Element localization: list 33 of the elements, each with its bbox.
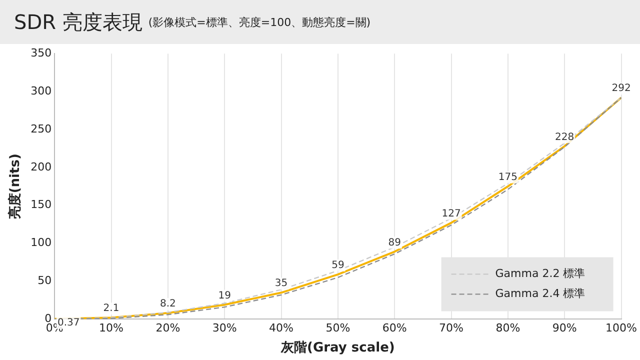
x-tick-label: 60% (382, 322, 407, 335)
data-label: 19 (218, 290, 231, 302)
data-label: 8.2 (160, 298, 176, 310)
x-axis-title: 灰階(Gray scale) (280, 340, 395, 356)
y-tick-label: 150 (30, 198, 52, 212)
data-label: 89 (388, 237, 401, 248)
data-label: 127 (442, 208, 461, 220)
x-tick-label: 70% (439, 322, 464, 335)
chart-title: SDR 亮度表現 (14, 8, 142, 36)
data-label: 228 (555, 132, 574, 143)
data-label: 2.1 (103, 303, 120, 314)
data-label: 35 (274, 278, 288, 290)
x-tick-label: 80% (496, 322, 520, 335)
legend-label: Gamma 2.2 標準 (495, 267, 586, 280)
data-label: 175 (498, 172, 518, 183)
y-tick-label: 100 (30, 236, 52, 250)
x-tick-label: 50% (326, 322, 350, 335)
y-tick-label: 350 (30, 46, 52, 60)
x-tick-label: 100% (606, 322, 638, 335)
legend-label: Gamma 2.4 標準 (495, 287, 586, 300)
y-tick-label: 250 (30, 122, 52, 136)
y-tick-label: 50 (38, 274, 52, 288)
y-tick-label: 300 (30, 84, 52, 98)
x-tick-label: 30% (212, 322, 237, 335)
y-axis-title: 亮度(nits) (7, 154, 24, 220)
x-tick-label: 10% (99, 322, 124, 335)
x-tick-label: 20% (156, 322, 180, 335)
x-tick-label: 40% (269, 322, 294, 335)
data-label: 59 (332, 260, 344, 272)
data-label: 292 (612, 83, 631, 94)
x-tick-label: 90% (552, 322, 577, 335)
y-tick-label: 200 (30, 160, 52, 174)
chart-subtitle: (影像模式=標準、亮度=100、動態亮度=關) (148, 14, 371, 30)
